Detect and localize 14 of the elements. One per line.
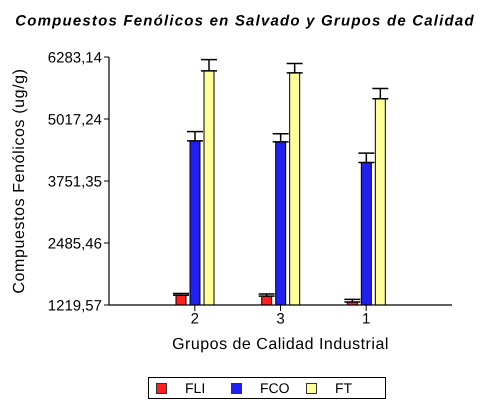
y-tick-label: 6283,14 <box>48 49 102 66</box>
x-tick-label: 3 <box>276 310 285 328</box>
y-tick-label: 1219,57 <box>48 297 102 314</box>
y-axis-title: Compuestos Fenólicos (ug/g) <box>11 68 29 294</box>
x-axis-title: Grupos de Calidad Industrial <box>172 336 389 354</box>
legend-label: FCO <box>260 380 290 396</box>
chart-title: Compuestos Fenólicos en Salvado y Grupos de Calidad <box>15 12 475 30</box>
legend-label: FLI <box>185 380 206 396</box>
legend-label: FT <box>335 380 352 396</box>
y-tick-label: 5017,24 <box>48 111 102 128</box>
y-tick-label: 2485,46 <box>48 235 102 252</box>
x-tick-label: 1 <box>362 310 370 328</box>
x-tick-label: 2 <box>190 310 200 328</box>
y-tick-label: 3751,35 <box>48 173 102 190</box>
